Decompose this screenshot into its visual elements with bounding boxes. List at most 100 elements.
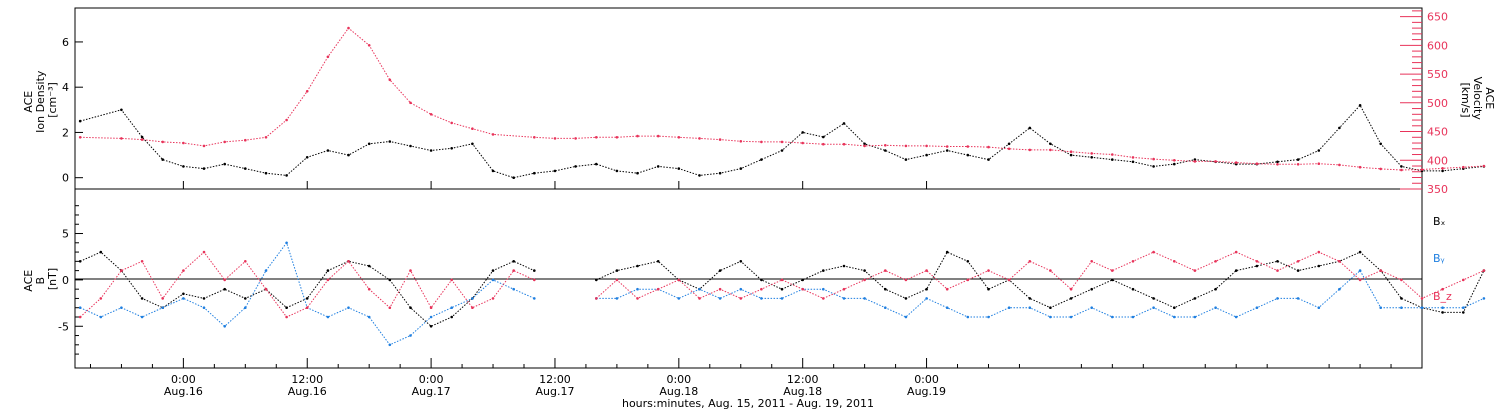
- bx-series-point: [429, 325, 433, 328]
- by-series-point: [1090, 306, 1093, 310]
- by-series-point: [966, 315, 970, 319]
- bz-series-point: [1338, 260, 1341, 263]
- density-title-line3: [cm⁻³]: [46, 82, 59, 118]
- velocity-title-line3: [km/s]: [1459, 82, 1472, 117]
- bx-series-point: [388, 278, 392, 282]
- by-series-point: [223, 325, 226, 328]
- by-series-point: [1069, 315, 1073, 319]
- bz-series-point: [120, 269, 123, 272]
- time-tick-label: 12:00: [291, 373, 323, 386]
- density-tick-label: 6: [62, 36, 69, 49]
- density-series-point: [1358, 104, 1362, 107]
- bz-series-point: [760, 287, 763, 291]
- bx-series-point: [1049, 306, 1052, 310]
- velocity-series-point: [471, 127, 474, 130]
- velocity-series-point: [1441, 167, 1444, 170]
- bz-series-point: [863, 278, 866, 282]
- bz-series-point: [78, 315, 82, 319]
- velocity-series-point: [863, 144, 866, 148]
- bx-series-point: [780, 287, 784, 291]
- velocity-series-point: [1462, 165, 1465, 169]
- velocity-series-point: [925, 144, 928, 148]
- bz-series-point: [409, 269, 412, 272]
- velocity-axis-title: ACE Velocity [km/s]: [1459, 77, 1496, 124]
- bx-series-point: [182, 292, 185, 296]
- bz-series-point: [925, 269, 928, 272]
- bz-series-point: [1131, 260, 1135, 263]
- velocity-series-point: [1379, 167, 1382, 171]
- bz-series-point: [429, 306, 433, 310]
- velocity-series-line: [80, 27, 1484, 171]
- density-series-point: [904, 158, 908, 161]
- by-series-point: [822, 287, 825, 291]
- by-series-point: [1214, 306, 1217, 310]
- field-tick-label: 0: [62, 274, 69, 287]
- density-series-point: [182, 165, 185, 168]
- density-series-point: [305, 156, 309, 159]
- density-series-point: [161, 158, 164, 161]
- bx-series-point: [718, 269, 722, 272]
- bx-series-point: [1276, 260, 1279, 263]
- time-tick-label: 0:00: [666, 373, 691, 386]
- by-series-point: [1234, 315, 1238, 319]
- density-series-point: [1296, 158, 1300, 161]
- by-series-point: [244, 306, 247, 310]
- field-axis-ticks: -5 0 5: [58, 205, 83, 355]
- velocity-series-point: [1028, 148, 1032, 152]
- date-tick-label: Aug.17: [535, 385, 574, 398]
- velocity-series-point: [533, 136, 536, 139]
- bx-series-point: [1317, 264, 1321, 268]
- velocity-series-point: [1193, 160, 1197, 163]
- by-series-point: [863, 297, 866, 300]
- by-series-point: [367, 315, 371, 319]
- bx-series-point: [987, 287, 990, 291]
- bz-series-point: [656, 287, 660, 291]
- bx-series-point: [1131, 287, 1135, 291]
- by-series-point: [1482, 297, 1486, 300]
- density-series-point: [822, 135, 825, 139]
- by-series-point: [326, 315, 330, 319]
- by-series-point: [780, 297, 784, 300]
- density-series-point: [512, 176, 515, 179]
- velocity-series-point: [1358, 165, 1362, 169]
- bz-series-line: [79, 251, 535, 318]
- bz-series-point: [1379, 269, 1382, 272]
- velocity-series-point: [595, 136, 598, 139]
- velocity-series-point: [1111, 153, 1114, 156]
- velocity-series-point: [491, 133, 495, 136]
- bx-series-point: [244, 297, 247, 300]
- bz-series-point: [161, 297, 164, 300]
- bx-series-point: [409, 306, 412, 310]
- density-series-point: [760, 158, 763, 161]
- by-series-point: [161, 306, 164, 310]
- bz-series-point: [244, 260, 247, 263]
- bx-series-point: [656, 260, 660, 263]
- velocity-series-point: [1131, 156, 1135, 159]
- bx-series-point: [1255, 264, 1259, 268]
- by-series-point: [120, 306, 123, 310]
- by-series-point: [388, 343, 392, 347]
- bz-series-point: [1420, 297, 1424, 300]
- bz-series-point: [780, 278, 784, 282]
- density-series-point: [1173, 162, 1176, 166]
- by-series-point: [884, 306, 887, 310]
- by-series-point: [760, 297, 763, 300]
- velocity-series-point: [1255, 162, 1259, 165]
- bx-series-point: [822, 269, 825, 272]
- data-marks: [78, 26, 1486, 347]
- density-series-point: [1152, 165, 1155, 168]
- by-series-point: [429, 315, 433, 319]
- date-tick-label: Aug.19: [907, 385, 946, 398]
- by-series-point: [1420, 306, 1424, 310]
- velocity-series-point: [1152, 157, 1155, 161]
- field-tick-label: -5: [58, 320, 69, 333]
- density-tick-label: 0: [62, 172, 69, 185]
- bx-series-point: [1152, 297, 1155, 300]
- velocity-series-point: [1317, 162, 1321, 165]
- bx-series-point: [945, 250, 949, 254]
- bz-series-point: [305, 306, 309, 310]
- velocity-series-point: [450, 121, 454, 125]
- velocity-series-point: [904, 144, 908, 148]
- velocity-series-point: [223, 140, 226, 144]
- by-series-point: [904, 315, 908, 319]
